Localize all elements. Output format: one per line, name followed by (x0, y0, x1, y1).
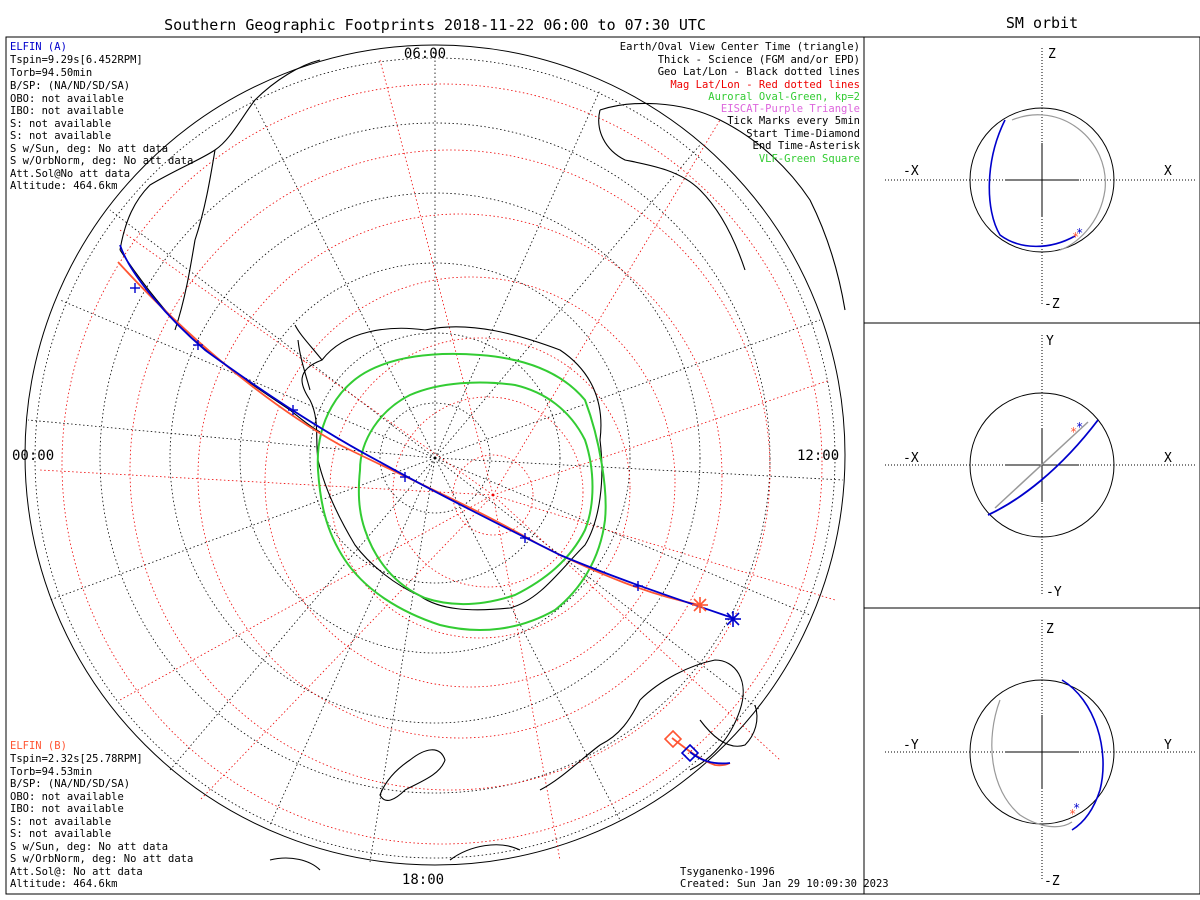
elfin-b-line: Att.Sol@: No att data (10, 866, 143, 878)
orbit-gray (1011, 114, 1106, 251)
elfin-a-line: Tspin=9.29s[6.452RPM] (10, 54, 143, 66)
elfin-b-line: Altitude: 464.6km (10, 878, 117, 890)
tick-marks (130, 283, 643, 591)
legend-entry: Auroral Oval-Green, kp=2 (708, 91, 860, 103)
orbit-gray (991, 699, 1073, 828)
elfin-b-line: Tspin=2.32s[25.78RPM] (10, 753, 143, 765)
elfin-a-line: IBO: not available (10, 105, 124, 117)
elfin-b-line: S: not available (10, 828, 111, 840)
elfin-a-info: ELFIN (A) Tspin=9.29s[6.452RPM] Torb=94.… (10, 41, 193, 192)
axis-label-bottom: -Z (1044, 297, 1060, 312)
mag-grid (39, 59, 836, 861)
axis-label-top: Y (1046, 334, 1054, 349)
asterisk-marker: * (1069, 807, 1076, 821)
elfin-a-line: S w/OrbNorm, deg: No att data (10, 155, 193, 167)
model-label: Tsyganenko-1996 (680, 866, 775, 878)
elfin-a-line: OBO: not available (10, 93, 124, 105)
elfin-a-line: S: not available (10, 118, 111, 130)
elfin-b-line: S w/OrbNorm, deg: No att data (10, 853, 193, 865)
asterisk-marker: * (1070, 425, 1077, 439)
sm-panel-frame (863, 36, 1200, 895)
elfin-b-line: IBO: not available (10, 803, 124, 815)
elfin-a-track (119, 244, 734, 765)
elfin-b-line: S w/Sun, deg: No att data (10, 841, 168, 853)
asterisk-marker: * (1076, 226, 1083, 240)
axis-label-right: X (1164, 451, 1172, 466)
hour-label-top: 06:00 (404, 46, 446, 62)
figure-title: Southern Geographic Footprints 2018-11-2… (164, 16, 706, 34)
axis-label-top: Z (1048, 47, 1056, 62)
start-diamond-a (680, 743, 700, 763)
legend-entry: Start Time-Diamond (746, 128, 860, 140)
axis-label-left: -X (903, 451, 919, 466)
asterisk-marker: * (1076, 420, 1083, 434)
axis-label-left: -Y (903, 738, 919, 753)
auroral-oval (316, 352, 607, 631)
elfin-a-line: S: not available (10, 130, 111, 142)
elfin-b-line: OBO: not available (10, 791, 124, 803)
elfin-a-line: Torb=94.50min (10, 67, 92, 79)
asterisk-marker: * (1072, 230, 1079, 244)
sm-panel-xy: Y -Y -X X * * (885, 334, 1195, 600)
polar-map (24, 44, 846, 871)
legend-entry: End Time-Asterisk (753, 140, 861, 152)
sm-title: SM orbit (1006, 14, 1078, 32)
legend-entry: Earth/Oval View Center Time (triangle) (620, 41, 860, 53)
axis-label-right: X (1164, 164, 1172, 179)
elfin-a-line: B/SP: (NA/ND/SD/SA) (10, 80, 130, 92)
orbit-a (1061, 679, 1104, 831)
hour-label-left: 00:00 (12, 448, 54, 464)
elfin-b-line: B/SP: (NA/ND/SD/SA) (10, 778, 130, 790)
legend-entry: Tick Marks every 5min (727, 115, 860, 127)
elfin-b-line: S: not available (10, 816, 111, 828)
legend-entry: VLF-Green Square (759, 153, 860, 165)
legend-entry: EISCAT-Purple Triangle (721, 103, 860, 115)
orbit-gray (994, 421, 1089, 509)
elfin-b-line: Torb=94.53min (10, 766, 92, 778)
axis-label-left: -X (903, 164, 919, 179)
created-timestamp: Created: Sun Jan 29 10:09:30 2023 (680, 878, 889, 890)
hour-label-right: 12:00 (797, 448, 839, 464)
legend-entry: Thick - Science (FGM and/or EPD) (658, 54, 860, 66)
axis-label-right: Y (1164, 738, 1172, 753)
axis-label-bottom: -Z (1044, 874, 1060, 889)
legend-entry: Mag Lat/Lon - Red dotted lines (670, 79, 860, 91)
elfin-a-line: S w/Sun, deg: No att data (10, 143, 168, 155)
elfin-b-info: ELFIN (B) Tspin=2.32s[25.78RPM] Torb=94.… (10, 740, 193, 890)
elfin-b-track (117, 261, 731, 767)
start-diamond-b (663, 729, 683, 749)
legend: Earth/Oval View Center Time (triangle) T… (620, 41, 861, 165)
sm-panel-xz: Z -Z -X X * * (885, 47, 1195, 312)
axis-label-bottom: -Y (1046, 585, 1062, 600)
elfin-a-line: Altitude: 464.6km (10, 180, 117, 192)
elfin-a-line: Att.Sol@No att data (10, 168, 130, 180)
orbit-a (988, 119, 1076, 248)
hour-label-bottom: 18:00 (402, 872, 444, 888)
orbit-a (987, 419, 1099, 516)
geo-grid (27, 48, 844, 863)
elfin-a-name: ELFIN (A) (10, 41, 67, 53)
elfin-b-name: ELFIN (B) (10, 740, 67, 752)
legend-entry: Geo Lat/Lon - Black dotted lines (658, 66, 860, 78)
sm-panel-yz: Z -Z -Y Y * * (885, 620, 1195, 889)
asterisk-marker: * (1073, 801, 1080, 815)
end-asterisk-b (692, 597, 708, 613)
map-horizon (24, 44, 846, 866)
axis-label-top: Z (1046, 622, 1054, 637)
coastlines (119, 59, 846, 871)
end-asterisk-a (725, 611, 741, 627)
